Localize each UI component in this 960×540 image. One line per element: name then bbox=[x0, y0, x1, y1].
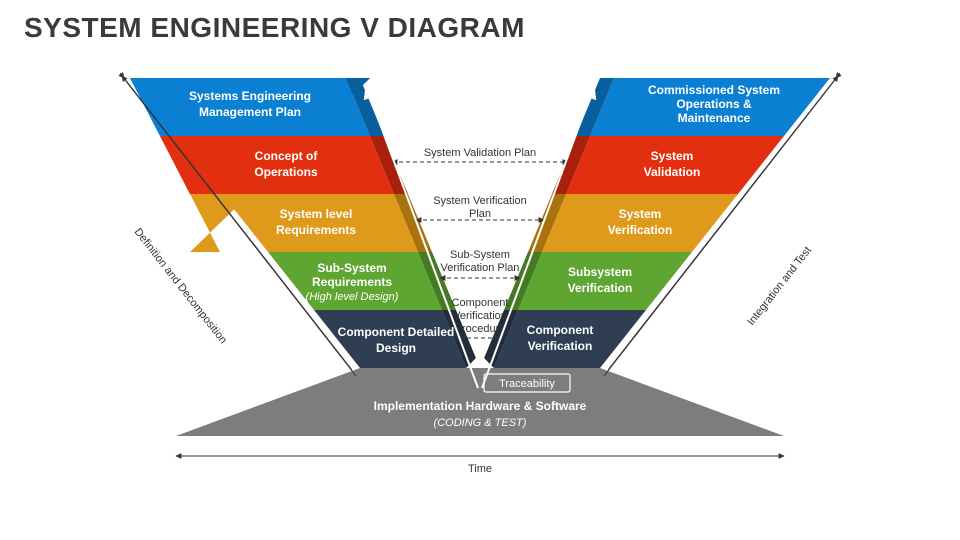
svg-text:System level: System level bbox=[280, 207, 353, 221]
svg-text:(High level Design): (High level Design) bbox=[306, 291, 399, 303]
traceability-label: Traceability bbox=[499, 378, 555, 390]
svg-text:System: System bbox=[651, 149, 694, 163]
l4 bbox=[314, 310, 466, 368]
svg-text:Component: Component bbox=[452, 297, 509, 309]
axis-right: Integration and Test bbox=[745, 244, 814, 327]
svg-text:Verification: Verification bbox=[568, 281, 633, 295]
svg-text:Component Detailed: Component Detailed bbox=[338, 325, 455, 339]
svg-text:Verification: Verification bbox=[453, 310, 507, 322]
bottom-line1: Implementation Hardware & Software bbox=[374, 399, 587, 413]
svg-text:Sub-System: Sub-System bbox=[450, 249, 510, 261]
svg-text:Verification Plan: Verification Plan bbox=[441, 262, 520, 274]
svg-text:Plan: Plan bbox=[469, 208, 491, 220]
svg-text:Operations: Operations bbox=[254, 165, 318, 179]
svg-text:Component: Component bbox=[527, 323, 594, 337]
svg-text:Subsystem: Subsystem bbox=[568, 265, 632, 279]
page-title: SYSTEM ENGINEERING V DIAGRAM bbox=[24, 12, 525, 44]
crosslink-0: System Validation Plan bbox=[424, 147, 536, 159]
svg-text:Validation: Validation bbox=[644, 165, 701, 179]
svg-text:Maintenance: Maintenance bbox=[678, 111, 751, 125]
svg-text:Commissioned System: Commissioned System bbox=[648, 83, 780, 97]
svg-text:System: System bbox=[619, 207, 662, 221]
bottom-line2: (CODING & TEST) bbox=[434, 417, 527, 429]
svg-text:Procedure: Procedure bbox=[455, 323, 506, 335]
svg-text:Requirements: Requirements bbox=[276, 223, 356, 237]
v-diagram: Systems Engineering Management Plan Conc… bbox=[0, 58, 960, 528]
v-shape: Systems Engineering Management Plan Conc… bbox=[120, 73, 840, 475]
svg-text:Systems Engineering: Systems Engineering bbox=[189, 89, 311, 103]
svg-text:Operations &: Operations & bbox=[676, 97, 752, 111]
svg-text:System Verification: System Verification bbox=[433, 195, 527, 207]
svg-text:Verification: Verification bbox=[608, 223, 673, 237]
svg-text:Requirements: Requirements bbox=[312, 275, 392, 289]
axis-bottom: Time bbox=[468, 463, 492, 475]
svg-text:Management Plan: Management Plan bbox=[199, 105, 301, 119]
svg-text:Verification: Verification bbox=[528, 339, 593, 353]
svg-text:Sub-System: Sub-System bbox=[317, 261, 386, 275]
svg-text:Concept of: Concept of bbox=[255, 149, 319, 163]
svg-text:Design: Design bbox=[376, 341, 416, 355]
